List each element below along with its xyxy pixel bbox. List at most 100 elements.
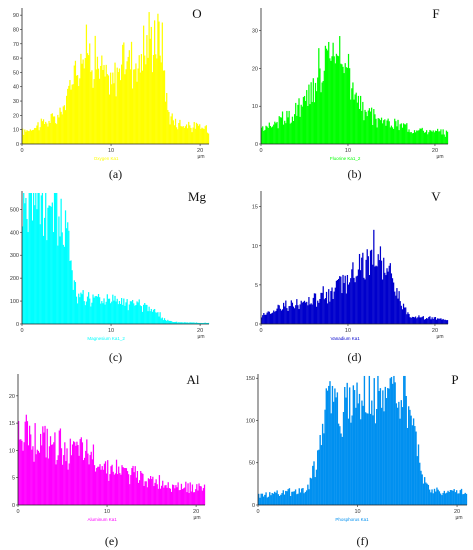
bar: [336, 279, 339, 324]
bar: [368, 275, 371, 324]
bar: [170, 491, 173, 505]
bar: [393, 128, 395, 144]
bars: [18, 414, 206, 505]
bar: [185, 124, 188, 144]
bar: [358, 253, 361, 324]
bar: [129, 484, 131, 505]
bar: [363, 375, 366, 505]
bar: [418, 130, 420, 144]
bar: [280, 117, 283, 144]
bar: [276, 121, 278, 144]
bar: [270, 313, 273, 324]
bar: [163, 487, 165, 505]
bar: [354, 282, 356, 324]
y-tick-label: 80: [13, 27, 19, 33]
bar: [133, 69, 135, 144]
bar: [179, 322, 181, 324]
bar: [318, 302, 320, 324]
bar: [317, 300, 319, 324]
bar: [167, 110, 169, 144]
bar: [358, 393, 361, 505]
bar: [387, 271, 389, 324]
bar: [183, 322, 185, 324]
bar: [169, 124, 171, 144]
bar: [267, 311, 269, 324]
bar: [321, 292, 323, 324]
bar: [295, 305, 297, 324]
bar: [407, 131, 409, 144]
y-tick-label: 30: [252, 29, 258, 35]
bar: [95, 471, 97, 505]
bar: [395, 295, 397, 324]
bar: [432, 493, 434, 505]
bar: [94, 296, 96, 324]
bar: [380, 260, 383, 324]
bar: [266, 126, 268, 144]
bar: [182, 126, 184, 144]
bar: [121, 465, 123, 505]
bar: [58, 430, 60, 505]
bars: [258, 375, 468, 505]
bar: [176, 127, 178, 144]
y-tick-label: 5: [255, 283, 258, 289]
bar: [111, 464, 113, 505]
bar: [385, 275, 387, 324]
bar: [283, 302, 285, 324]
bar: [147, 57, 149, 145]
bar: [44, 124, 46, 144]
bar: [108, 94, 111, 144]
bar: [344, 275, 346, 324]
bar: [57, 114, 59, 144]
bar: [350, 99, 352, 144]
bar: [320, 92, 322, 144]
bar: [79, 439, 81, 505]
bar: [41, 193, 44, 324]
bar: [100, 469, 102, 505]
bar: [361, 257, 363, 324]
bar: [111, 84, 113, 144]
bar: [76, 441, 78, 505]
bar: [118, 68, 121, 144]
bar: [385, 125, 387, 144]
x-tick-label: 10: [104, 509, 110, 515]
bar: [458, 493, 460, 505]
bar: [308, 297, 310, 324]
bar: [344, 387, 346, 505]
bar: [281, 493, 283, 505]
bar: [148, 479, 151, 505]
bar: [184, 126, 187, 144]
bar: [389, 263, 391, 324]
bar: [134, 69, 136, 144]
bar: [33, 461, 35, 505]
bar: [339, 426, 341, 505]
bar: [382, 279, 384, 324]
bar: [77, 445, 79, 505]
bar: [361, 400, 363, 505]
bar: [371, 249, 373, 324]
bar: [176, 321, 178, 324]
bar: [345, 67, 347, 144]
bar: [357, 95, 360, 144]
bar: [437, 128, 439, 144]
x-unit-label: μm: [197, 154, 204, 160]
bar: [204, 322, 206, 324]
bar: [101, 301, 103, 324]
bar: [126, 299, 128, 324]
bar: [48, 446, 51, 505]
bar: [52, 116, 55, 144]
bar: [287, 489, 289, 505]
bar: [30, 434, 32, 505]
bar: [195, 489, 197, 505]
bar: [411, 425, 414, 505]
bar: [122, 304, 124, 324]
bar: [389, 127, 391, 144]
bar: [388, 121, 390, 144]
bar: [78, 293, 80, 324]
bar: [199, 486, 201, 505]
bar: [135, 305, 137, 324]
panel-e: 0 5 10 15 20 0 10 20 μm Aluminum Ka1 Al (e): [0, 366, 236, 550]
bar: [193, 322, 195, 324]
bar: [51, 113, 53, 144]
bar: [128, 304, 130, 324]
